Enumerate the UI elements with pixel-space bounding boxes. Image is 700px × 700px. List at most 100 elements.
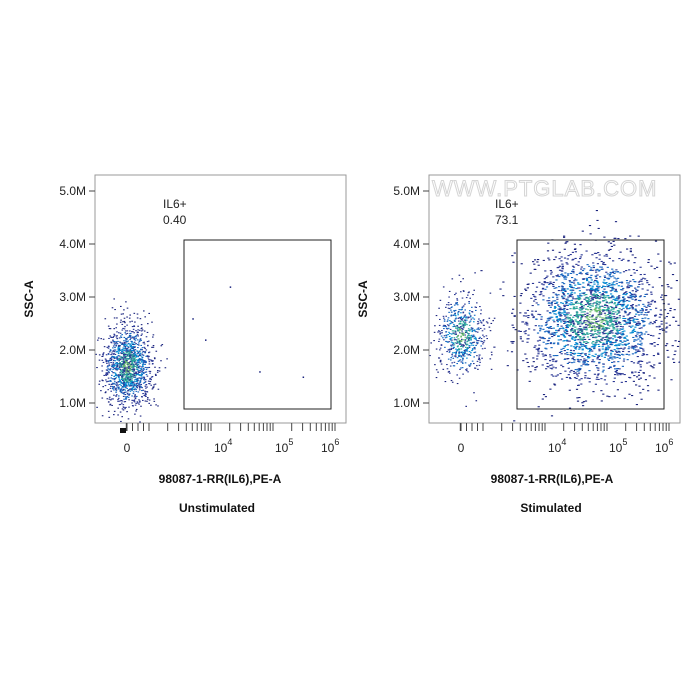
event-dot (552, 292, 555, 294)
event-dot (579, 283, 582, 285)
event-dot (478, 356, 480, 358)
event-dot (118, 365, 121, 367)
event-dot (605, 335, 609, 337)
event-dot (129, 363, 131, 365)
event-dot (579, 309, 582, 311)
event-dot (574, 339, 577, 341)
event-dot (480, 338, 483, 340)
event-dot (552, 281, 555, 283)
event-dot (578, 337, 581, 339)
event-dot (649, 303, 653, 305)
event-dot (140, 334, 143, 336)
event-dot (129, 358, 131, 360)
event-dot (119, 363, 121, 365)
event-dot (121, 380, 124, 382)
event-dot (527, 338, 530, 340)
event-dot (594, 302, 597, 304)
event-dot (562, 340, 565, 342)
gate-il6-positive[interactable] (516, 239, 665, 410)
event-dot (126, 368, 129, 370)
event-dot (131, 352, 133, 354)
event-dot (462, 311, 465, 313)
event-dot (592, 267, 595, 269)
event-dot (486, 338, 488, 340)
event-dot (555, 331, 558, 333)
event-dot (599, 341, 602, 343)
gate-il6-positive[interactable] (183, 239, 332, 410)
event-dot (603, 255, 606, 257)
event-dot (613, 302, 617, 304)
event-dot (545, 323, 548, 325)
event-dot (134, 395, 136, 397)
event-dot (113, 375, 115, 377)
event-dot (448, 308, 451, 310)
event-dot (130, 373, 132, 375)
event-dot (573, 280, 576, 282)
event-dot (133, 325, 136, 327)
event-dot (120, 363, 123, 365)
event-dot (628, 346, 631, 348)
event-dot (612, 320, 615, 322)
event-dot (549, 333, 552, 335)
event-dot (620, 289, 623, 291)
event-dot (600, 339, 603, 341)
event-dot (627, 319, 630, 321)
event-dot (133, 337, 136, 339)
event-dot (602, 336, 605, 338)
event-dot (116, 331, 118, 333)
event-dot (461, 330, 463, 332)
event-dot (591, 269, 594, 271)
event-dot (638, 332, 641, 334)
gate-name: IL6+ (495, 197, 519, 211)
event-dot (456, 374, 458, 376)
event-dot (459, 316, 462, 318)
event-dot (658, 362, 661, 364)
event-dot (559, 319, 562, 321)
event-dot (578, 272, 581, 274)
event-dot (131, 326, 134, 328)
event-dot (577, 372, 581, 374)
event-dot (560, 285, 564, 287)
event-dot (467, 337, 469, 339)
event-dot (589, 309, 593, 311)
event-dot (568, 319, 572, 321)
event-dot (146, 386, 148, 388)
event-dot (466, 331, 468, 333)
event-dot (583, 286, 586, 288)
event-dot (591, 298, 595, 300)
event-dot (552, 360, 555, 362)
event-dot (590, 346, 593, 348)
event-dot (452, 365, 455, 367)
event-dot (580, 306, 584, 308)
event-dot (125, 301, 127, 303)
event-dot (489, 358, 492, 360)
event-dot (138, 401, 141, 403)
event-dot (650, 291, 653, 293)
event-dot (457, 317, 460, 319)
y-tick-label: 3.0M (393, 290, 420, 304)
y-tick: 1.0M (393, 396, 429, 410)
event-dot (635, 339, 638, 341)
event-dot (572, 287, 575, 289)
event-dot (653, 321, 656, 323)
event-dot (451, 355, 454, 357)
event-dot (612, 260, 615, 262)
event-dot (641, 338, 644, 340)
event-dot (514, 329, 517, 331)
event-dot (544, 270, 547, 272)
event-dot (120, 373, 123, 375)
event-dot (119, 342, 122, 344)
event-dot (617, 336, 620, 338)
event-dot (569, 334, 572, 336)
event-dot (546, 343, 549, 345)
event-dot (549, 364, 552, 366)
event-dot (632, 346, 635, 348)
event-dot (553, 310, 556, 312)
x-tick-label: 105 (609, 437, 627, 455)
event-dot (134, 321, 136, 323)
event-dot (450, 315, 452, 317)
event-dot (580, 301, 583, 303)
event-dot (579, 298, 582, 300)
event-dot (109, 380, 112, 382)
event-dot (587, 303, 590, 305)
